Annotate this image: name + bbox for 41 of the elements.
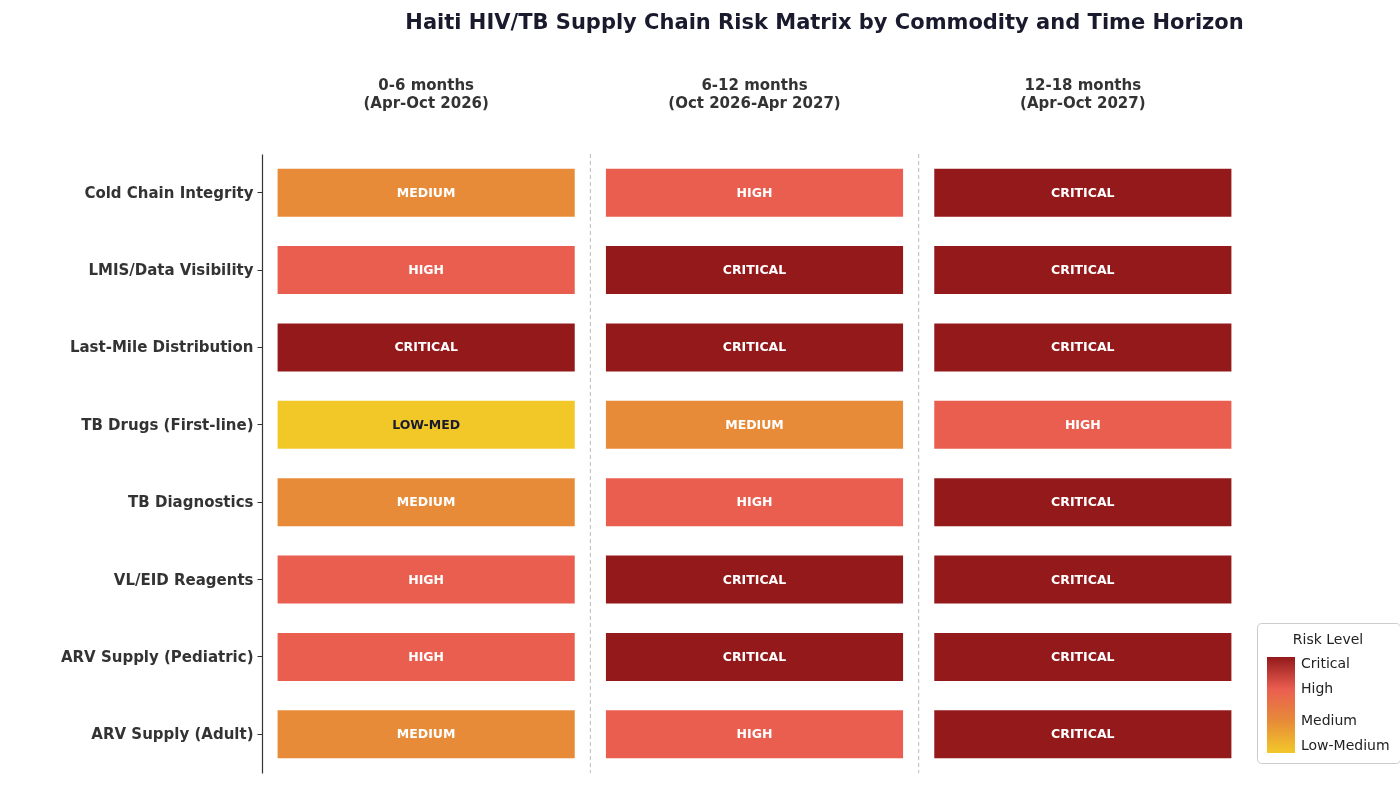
- y-tick-label: ARV Supply (Adult): [91, 725, 254, 744]
- data-label: MEDIUM: [725, 416, 784, 432]
- data-label: CRITICAL: [1051, 571, 1115, 587]
- color-bar-label: Critical: [1301, 655, 1350, 671]
- color-bar-label: Medium: [1301, 712, 1357, 728]
- data-label: CRITICAL: [1051, 726, 1115, 742]
- color-bar-title: Risk Level: [1292, 631, 1364, 647]
- x-tick-label: 0-6 months (Apr-Oct 2026): [363, 75, 489, 112]
- y-tick-label: Cold Chain Integrity: [84, 183, 254, 202]
- data-label: HIGH: [408, 571, 445, 587]
- x-tick-label: 6-12 months (Oct 2026-Apr 2027): [668, 75, 841, 112]
- data-label: CRITICAL: [1051, 648, 1115, 664]
- data-label: CRITICAL: [722, 339, 787, 355]
- data-label: CRITICAL: [1051, 339, 1115, 355]
- data-label: MEDIUM: [396, 494, 456, 510]
- x-tick-label: 12-18 months (Apr-Oct 2027): [1020, 75, 1146, 112]
- y-tick-label: VL/EID Reagents: [113, 570, 254, 589]
- y-tick-label: Last-Mile Distribution: [69, 338, 254, 357]
- color-bar-label: Low-Medium: [1301, 737, 1390, 753]
- data-label: CRITICAL: [722, 648, 787, 664]
- data-label: HIGH: [408, 648, 445, 664]
- y-tick-label: TB Diagnostics: [128, 493, 254, 512]
- data-label: CRITICAL: [722, 262, 787, 278]
- y-tick-label: ARV Supply (Pediatric): [60, 647, 254, 666]
- data-label: CRITICAL: [1051, 262, 1115, 278]
- chart-title: Haiti HIV/TB Supply Chain Risk Matrix by Commodity and Time Horizon: [405, 10, 1244, 34]
- data-label: HIGH: [736, 184, 773, 200]
- color-bar-label: High: [1301, 680, 1334, 696]
- data-label: CRITICAL: [1051, 184, 1115, 200]
- data-label: HIGH: [736, 494, 773, 510]
- y-tick-label: TB Drugs (First-line): [81, 415, 254, 434]
- data-label: HIGH: [1064, 416, 1101, 432]
- data-label: LOW-MED: [392, 416, 461, 432]
- y-tick-label: LMIS/Data Visibility: [88, 261, 254, 280]
- data-label: CRITICAL: [1051, 494, 1115, 510]
- data-label: CRITICAL: [394, 339, 458, 355]
- data-label: MEDIUM: [396, 184, 456, 200]
- data-label: HIGH: [408, 262, 445, 278]
- data-label: CRITICAL: [722, 571, 787, 587]
- data-label: HIGH: [736, 726, 773, 742]
- data-label: MEDIUM: [396, 726, 456, 742]
